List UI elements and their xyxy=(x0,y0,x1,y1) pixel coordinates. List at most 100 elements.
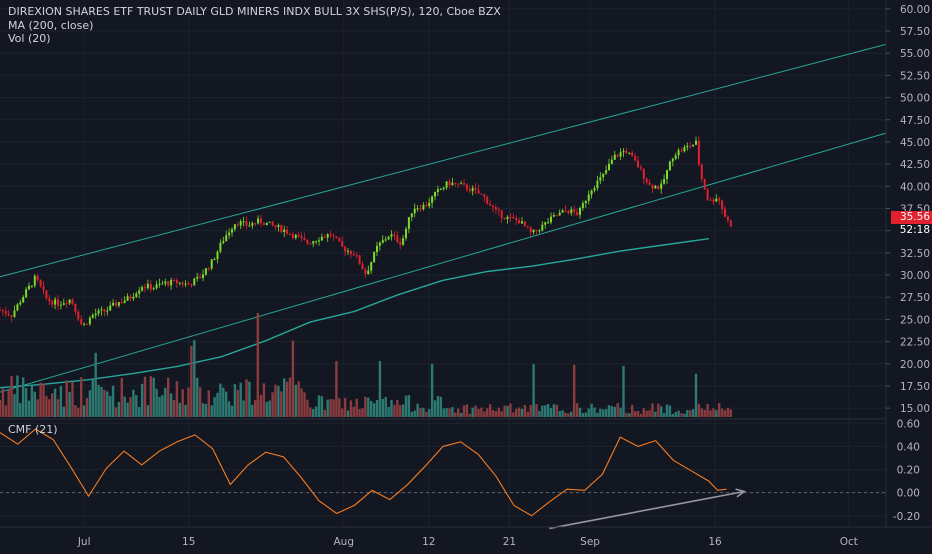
candle-body xyxy=(45,290,48,299)
volume-bar xyxy=(164,387,167,417)
candle-body xyxy=(465,184,468,190)
volume-bar xyxy=(451,407,454,417)
volume-bar xyxy=(665,404,669,417)
candle-body xyxy=(477,189,480,194)
candle-body xyxy=(596,180,599,189)
volume-bar xyxy=(230,405,234,417)
candle-body xyxy=(1,309,4,311)
candle-body xyxy=(257,218,260,224)
volume-bar xyxy=(381,398,384,417)
candle-body xyxy=(86,323,88,325)
volume-bar xyxy=(657,403,660,417)
volume-bar xyxy=(184,404,187,417)
volume-bar xyxy=(413,410,416,417)
candle-body xyxy=(561,210,564,213)
volume-bar xyxy=(42,383,45,417)
candlesticks[interactable] xyxy=(0,135,732,327)
ma-legend[interactable]: MA (200, close) xyxy=(8,19,94,32)
candle-body xyxy=(138,290,141,294)
channel-line[interactable] xyxy=(0,132,887,393)
volume-bar xyxy=(62,406,65,417)
price-axis-label: 57.50 xyxy=(900,26,930,38)
volume-bar xyxy=(578,407,582,417)
candle-body xyxy=(500,210,503,218)
candle-body xyxy=(402,238,405,245)
candle-body xyxy=(155,284,158,289)
vol-legend[interactable]: Vol (20) xyxy=(8,32,51,45)
candle-body xyxy=(152,288,155,290)
volume-bar xyxy=(512,412,515,417)
candle-body xyxy=(697,140,700,165)
candle-body xyxy=(106,310,109,312)
candle-body xyxy=(364,269,367,275)
volume-bar xyxy=(712,408,715,417)
volume-bar xyxy=(114,407,118,417)
cmf-trend-arrow[interactable] xyxy=(549,488,747,530)
volume-bar xyxy=(309,407,312,417)
candle-body xyxy=(210,259,213,269)
candle-body xyxy=(204,268,207,275)
volume-bar xyxy=(622,365,625,417)
volume-bar xyxy=(541,405,544,417)
volume-bar xyxy=(390,400,393,417)
volume-bar xyxy=(372,403,376,417)
volume-bar xyxy=(488,404,492,417)
volume-bar xyxy=(68,391,71,417)
candle-body xyxy=(109,305,112,311)
candle-body xyxy=(100,309,103,311)
candle-body xyxy=(686,145,689,148)
volume-bar xyxy=(503,405,506,417)
candle-body xyxy=(141,287,144,291)
candle-body xyxy=(54,299,57,305)
time-axis-label: 21 xyxy=(503,536,516,548)
candle-body xyxy=(709,199,712,201)
candle-body xyxy=(384,239,387,241)
volume-bar xyxy=(1,388,5,417)
volume-bar xyxy=(596,412,599,417)
candle-body xyxy=(721,200,724,209)
chart-title[interactable]: DIREXION SHARES ETF TRUST DAILY GLD MINE… xyxy=(8,5,501,18)
candle-body xyxy=(619,152,622,157)
candle-body xyxy=(280,225,283,233)
price-axis-label: 40.00 xyxy=(900,181,930,193)
volume-bar xyxy=(111,385,115,417)
channel-line[interactable] xyxy=(0,43,887,278)
candle-body xyxy=(71,299,74,304)
volume-bar xyxy=(671,413,674,417)
cmf-axis-label: 0.00 xyxy=(897,488,920,500)
cmf-line[interactable] xyxy=(0,428,727,517)
candle-body xyxy=(677,150,680,156)
candle-body xyxy=(639,167,642,169)
candle-body xyxy=(103,309,106,312)
candle-body xyxy=(245,221,248,226)
candle-body xyxy=(68,299,71,304)
volume-bar xyxy=(285,381,289,417)
volume-bar xyxy=(573,364,576,417)
volume-bar xyxy=(132,389,135,417)
volume-bars xyxy=(0,313,732,417)
candle-body xyxy=(173,279,175,281)
candle-body xyxy=(387,236,390,240)
cmf-legend[interactable]: CMF (21) xyxy=(8,423,58,436)
candle-body xyxy=(7,313,10,316)
volume-bar xyxy=(358,409,361,417)
trend-channel[interactable] xyxy=(0,43,887,393)
time-axis-label: Aug xyxy=(334,536,355,548)
ma-200-line[interactable] xyxy=(0,237,709,389)
time-axis-label: Oct xyxy=(840,536,858,548)
cmf-axis[interactable]: 0.60 0.40 0.20 0.00 -0.20 xyxy=(893,418,920,522)
volume-bar xyxy=(715,410,718,417)
current-price-badge: 35.56 xyxy=(891,211,932,224)
time-axis[interactable]: Jul 15 Aug 12 21 Sep 16 Oct xyxy=(77,536,858,548)
candle-body xyxy=(309,243,312,245)
candle-body xyxy=(428,202,431,207)
candle-body xyxy=(608,163,610,171)
ma-polyline[interactable] xyxy=(0,237,709,389)
candle-body xyxy=(91,315,94,318)
candle-body xyxy=(622,150,625,153)
candle-body xyxy=(674,155,677,159)
candle-body xyxy=(297,234,300,237)
volume-bar xyxy=(709,410,712,417)
